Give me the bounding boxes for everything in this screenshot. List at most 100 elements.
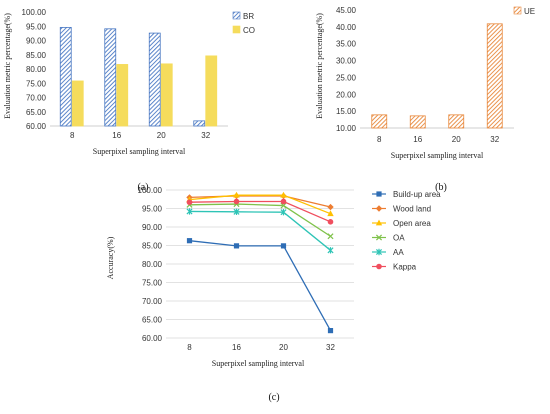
x-tick-label: 8 — [70, 131, 75, 140]
x-axis-label-c: Superpixel sampling interval — [212, 359, 305, 368]
data-point — [233, 208, 240, 216]
data-point — [376, 191, 382, 197]
x-tick-label: 8 — [187, 343, 192, 352]
x-tick-label: 32 — [201, 131, 210, 140]
x-tick-label: 8 — [377, 135, 382, 144]
y-tick-label: 95.00 — [142, 205, 163, 214]
legend-label: Kappa — [393, 263, 417, 272]
data-point — [327, 328, 334, 334]
y-tick-label: 20.00 — [336, 90, 357, 99]
bar-ue — [371, 114, 388, 129]
y-tick-label: 10.00 — [336, 124, 357, 133]
y-tick-label: 60.00 — [142, 334, 163, 343]
y-tick-label: 100.00 — [22, 8, 47, 17]
legend-c: Build-up area Wood land Open area OA AA Kappa — [372, 190, 441, 272]
y-tick-label: 65.00 — [26, 108, 47, 117]
legend-swatch — [232, 11, 241, 20]
series-line-aa — [189, 210, 331, 251]
bar-co — [116, 64, 129, 127]
y-axis-label-c: Accuracy(%) — [106, 236, 115, 279]
bar-ue — [486, 23, 503, 129]
x-tick-label: 32 — [490, 135, 499, 144]
series-line-build-up-area — [189, 240, 332, 331]
y-tick-label: 95.00 — [26, 22, 47, 31]
y-axis-label-a: Evaluation metric percentage(%) — [3, 13, 12, 119]
y-tick-label: 100.00 — [138, 186, 163, 195]
y-tick-label: 75.00 — [142, 279, 163, 288]
y-tick-label: 85.00 — [142, 242, 163, 251]
data-point — [327, 203, 334, 211]
data-point — [327, 247, 334, 254]
y-tick-label: 80.00 — [142, 260, 163, 269]
legend-label: Wood land — [393, 205, 431, 214]
chart-a: 60.00 65.00 70.00 75.00 80.00 85.00 90.00 95.00… — [3, 8, 255, 193]
legend-swatch — [232, 25, 241, 34]
y-tick-label: 90.00 — [142, 223, 163, 232]
y-tick-label: 75.00 — [26, 79, 47, 88]
legend-b: UE — [513, 6, 535, 16]
y-tick-label: 90.00 — [26, 37, 47, 46]
x-tick-label: 20 — [279, 343, 288, 352]
y-tick-label: 30.00 — [336, 57, 357, 66]
panel-label-c: (c) — [268, 392, 279, 403]
y-axis-ticks-c: 60.00 65.00 70.00 75.00 80.00 85.00 90.00 95.00… — [138, 186, 354, 343]
y-axis-ticks-a: 60.00 65.00 70.00 75.00 80.00 85.00 90.00 95.00… — [22, 8, 47, 131]
legend-label: Open area — [393, 219, 431, 228]
legend-label: Build-up area — [393, 190, 441, 199]
y-tick-label: 25.00 — [336, 73, 357, 82]
panel-label-b: (b) — [435, 182, 447, 193]
data-point — [375, 248, 383, 256]
data-point — [280, 209, 287, 216]
data-point — [375, 219, 383, 226]
legend-swatch — [513, 6, 522, 15]
data-point — [327, 219, 334, 225]
x-axis-label-b: Superpixel sampling interval — [391, 151, 484, 160]
chart-c: 60.00 65.00 70.00 75.00 80.00 85.00 90.00 95.00… — [106, 186, 441, 403]
series-line-open-area — [189, 194, 331, 215]
y-tick-label: 85.00 — [26, 51, 47, 60]
legend-label: BR — [243, 12, 254, 21]
bar-ue — [409, 115, 426, 129]
legend-label: UE — [524, 7, 535, 16]
y-tick-label: 70.00 — [142, 297, 163, 306]
bar-br — [104, 28, 117, 127]
x-axis-ticks-b: 8 16 20 32 — [377, 135, 500, 144]
y-axis-label-b: Evaluation metric percentage(%) — [315, 13, 324, 119]
bar-br — [148, 32, 161, 127]
legend-label: OA — [393, 234, 405, 243]
series-line-kappa — [189, 200, 331, 223]
x-tick-label: 32 — [326, 343, 335, 352]
y-tick-label: 40.00 — [336, 23, 357, 32]
data-point — [233, 191, 240, 198]
bar-br — [59, 26, 72, 127]
bar-co — [71, 80, 84, 127]
y-axis-ticks-b: 10.00 15.00 20.00 25.00 30.00 35.00 40.00 45.00 — [336, 6, 357, 133]
legend-a: BR CO — [232, 11, 255, 35]
x-tick-label: 16 — [413, 135, 422, 144]
y-tick-label: 45.00 — [336, 6, 357, 15]
legend-label: CO — [243, 26, 255, 35]
data-point — [233, 198, 240, 205]
bars-b — [371, 23, 503, 129]
data-point — [375, 205, 383, 212]
y-tick-label: 60.00 — [26, 122, 47, 131]
series-line-oa — [189, 203, 331, 237]
x-axis-ticks-a: 8 16 20 32 — [70, 131, 211, 140]
y-tick-label: 80.00 — [26, 65, 47, 74]
y-tick-label: 70.00 — [26, 94, 47, 103]
y-tick-label: 65.00 — [142, 316, 163, 325]
data-point — [280, 202, 287, 209]
panel-label-a: (a) — [137, 182, 148, 193]
x-tick-label: 16 — [112, 131, 121, 140]
bar-ue — [448, 114, 465, 129]
data-point — [327, 210, 334, 217]
data-point — [375, 234, 383, 241]
data-point — [186, 208, 193, 215]
x-tick-label: 20 — [452, 135, 461, 144]
data-point — [186, 238, 193, 244]
x-tick-label: 16 — [232, 343, 241, 352]
y-tick-label: 35.00 — [336, 40, 357, 49]
legend-label: AA — [393, 248, 404, 257]
chart-b: 10.00 15.00 20.00 25.00 30.00 35.00 40.00 45.00… — [315, 6, 535, 193]
bar-br — [193, 120, 206, 127]
